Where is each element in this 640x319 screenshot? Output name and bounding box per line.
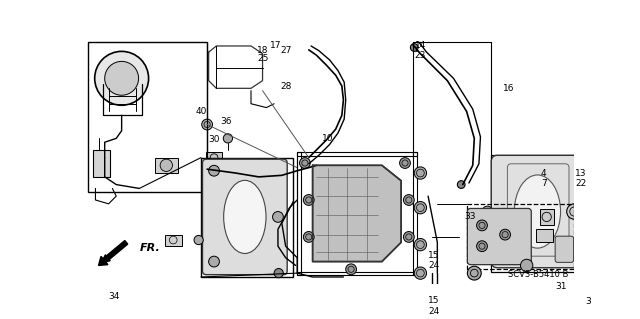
Bar [467, 204, 575, 269]
Circle shape [194, 235, 204, 245]
Text: 16: 16 [503, 84, 515, 93]
Bar [540, 209, 554, 225]
Text: 27: 27 [280, 46, 291, 55]
Circle shape [223, 134, 232, 143]
Circle shape [399, 158, 410, 168]
Bar [164, 235, 182, 246]
Circle shape [414, 202, 427, 214]
Polygon shape [312, 165, 401, 262]
FancyBboxPatch shape [202, 159, 287, 275]
Text: 22: 22 [575, 179, 586, 188]
Text: 30: 30 [208, 136, 220, 145]
FancyBboxPatch shape [492, 155, 584, 268]
Text: FR.: FR. [140, 243, 160, 253]
Ellipse shape [223, 180, 266, 254]
Text: SCV3-B5410 B: SCV3-B5410 B [508, 270, 568, 278]
Bar [297, 271, 417, 275]
Text: 10: 10 [323, 134, 333, 143]
Circle shape [202, 119, 212, 130]
Bar [536, 229, 553, 241]
Circle shape [414, 167, 427, 179]
Circle shape [477, 220, 488, 231]
Text: 4: 4 [541, 168, 547, 178]
Circle shape [300, 158, 310, 168]
Circle shape [477, 241, 488, 252]
Circle shape [403, 232, 414, 242]
Circle shape [303, 195, 314, 205]
Text: 28: 28 [280, 82, 291, 91]
Text: 14: 14 [415, 41, 426, 50]
Circle shape [105, 61, 139, 95]
Text: 18: 18 [257, 46, 268, 55]
Circle shape [500, 229, 511, 240]
Bar [297, 152, 301, 275]
Circle shape [414, 267, 427, 279]
Text: 40: 40 [195, 107, 207, 116]
Circle shape [273, 211, 284, 222]
Text: 17: 17 [270, 41, 282, 50]
Circle shape [458, 181, 465, 189]
Circle shape [566, 204, 582, 219]
Bar [413, 152, 417, 275]
Circle shape [160, 159, 172, 172]
Text: 36: 36 [221, 117, 232, 126]
Circle shape [414, 239, 427, 251]
FancyBboxPatch shape [467, 208, 531, 265]
Bar [297, 152, 417, 156]
Circle shape [410, 44, 418, 51]
FancyBboxPatch shape [555, 236, 573, 262]
Bar [492, 155, 591, 272]
Circle shape [403, 195, 414, 205]
Ellipse shape [515, 175, 561, 248]
Bar [88, 42, 207, 192]
Text: 25: 25 [257, 54, 268, 63]
FancyArrow shape [99, 241, 128, 265]
Text: 15: 15 [428, 296, 439, 305]
Circle shape [274, 269, 284, 278]
Text: 31: 31 [555, 282, 566, 291]
Bar [93, 150, 110, 177]
Circle shape [303, 232, 314, 242]
Bar [201, 158, 293, 277]
Text: 24: 24 [428, 261, 439, 270]
Text: 3: 3 [586, 297, 591, 306]
Text: 33: 33 [465, 212, 476, 221]
Circle shape [482, 206, 493, 217]
Circle shape [209, 165, 220, 176]
Text: 24: 24 [428, 307, 439, 316]
Circle shape [520, 259, 533, 271]
Bar [155, 158, 178, 173]
Text: 23: 23 [415, 51, 426, 60]
Text: 15: 15 [428, 251, 439, 260]
Bar [580, 196, 598, 213]
Circle shape [467, 266, 481, 280]
Text: 7: 7 [541, 179, 547, 188]
Circle shape [346, 264, 356, 275]
Circle shape [209, 256, 220, 267]
Circle shape [95, 51, 148, 105]
Text: 13: 13 [575, 168, 586, 178]
Bar [206, 152, 221, 164]
Text: 34: 34 [108, 292, 120, 301]
